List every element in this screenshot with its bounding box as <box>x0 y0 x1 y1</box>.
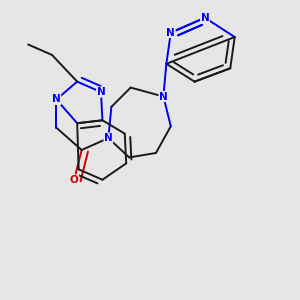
Text: N: N <box>167 28 175 38</box>
Text: N: N <box>104 133 113 143</box>
Text: N: N <box>52 94 61 104</box>
Text: O: O <box>70 175 79 185</box>
Text: N: N <box>97 87 105 97</box>
Text: N: N <box>201 13 209 23</box>
Text: N: N <box>159 92 168 101</box>
